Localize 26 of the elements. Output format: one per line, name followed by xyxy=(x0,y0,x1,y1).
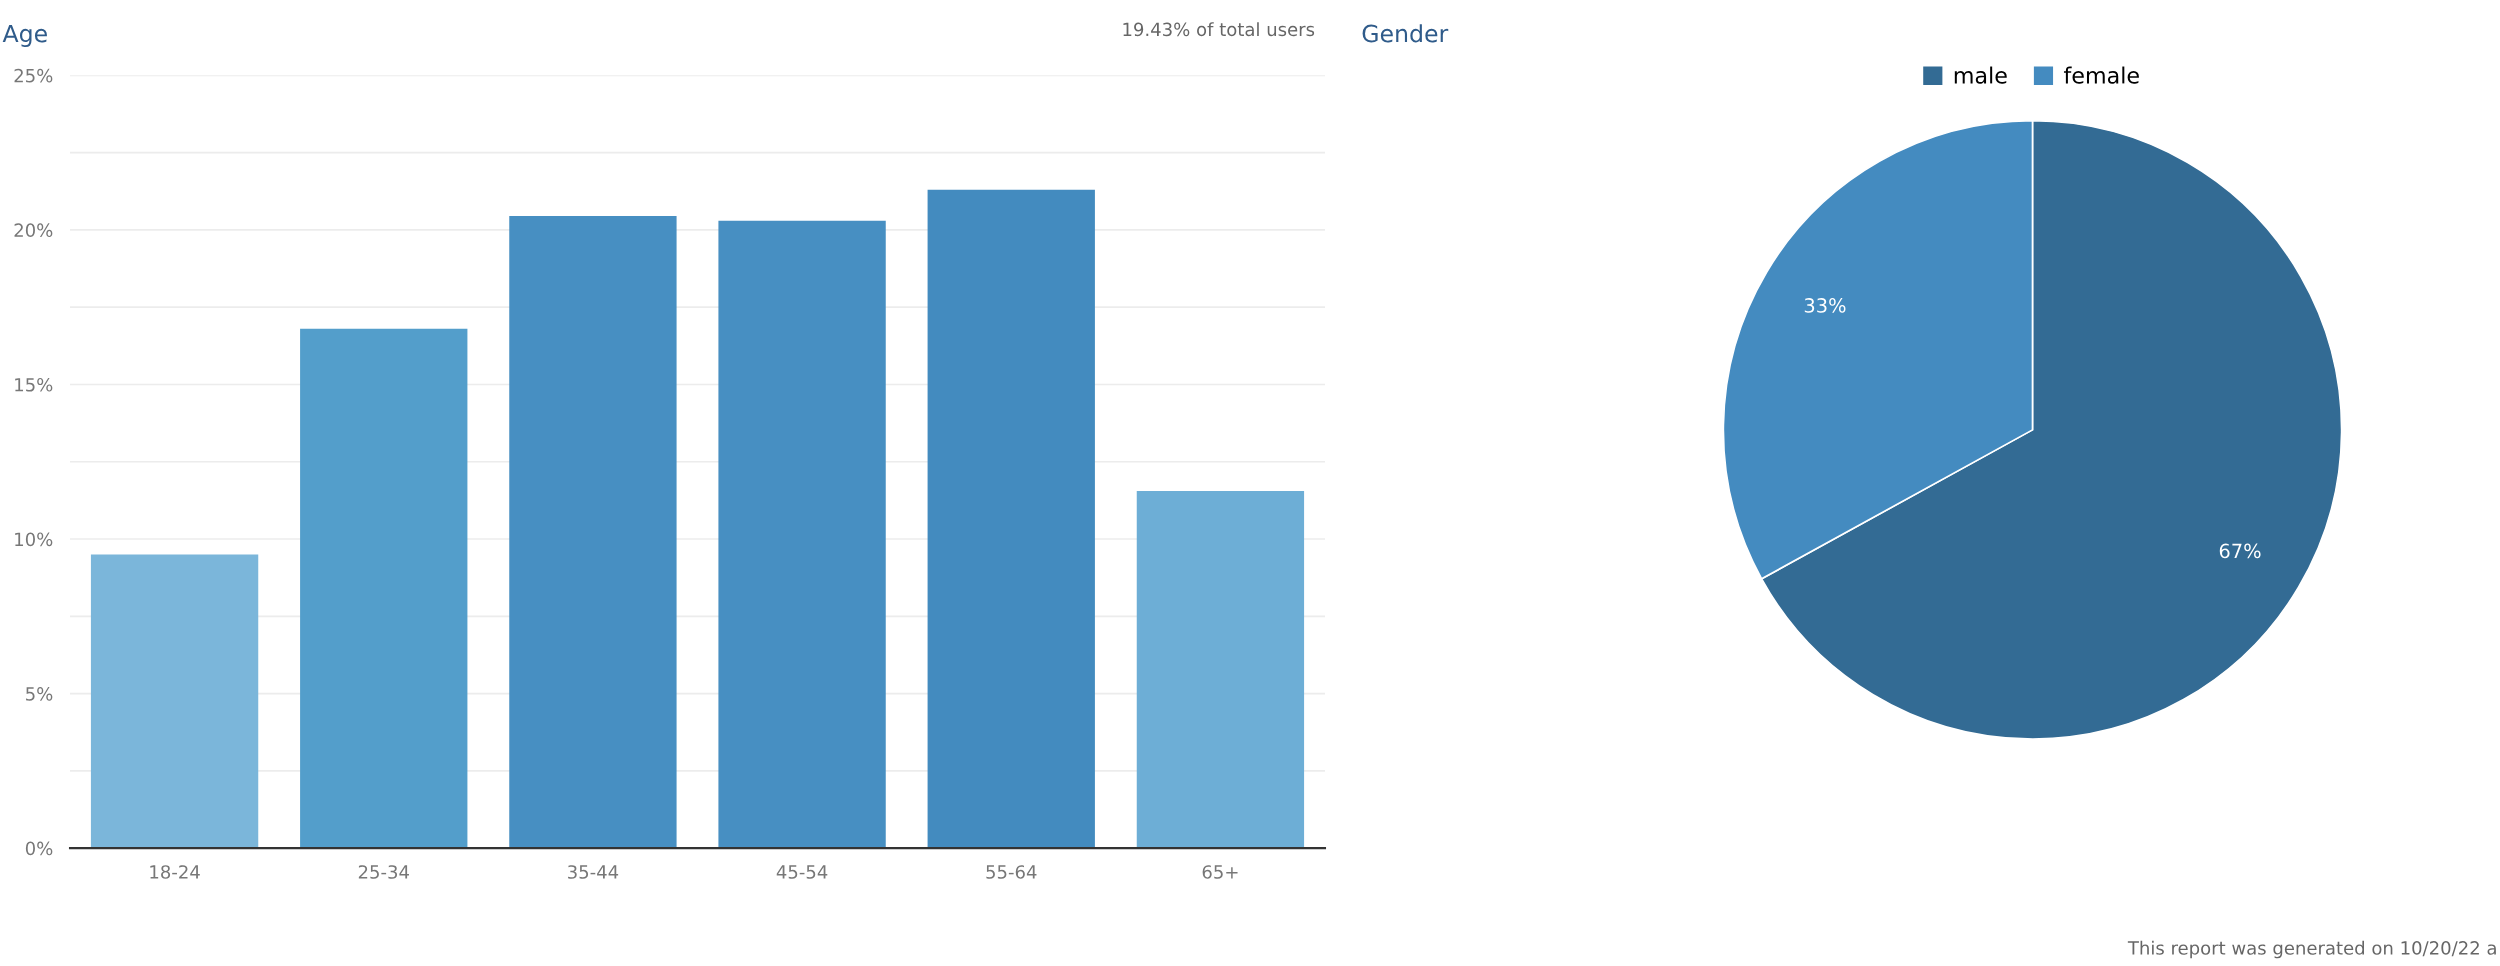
bar xyxy=(927,189,1095,849)
y-tick-label: 5% xyxy=(26,687,53,701)
bar xyxy=(90,554,259,849)
x-tick-label: 25-34 xyxy=(358,865,409,879)
y-tick-label: 10% xyxy=(15,532,53,547)
text: This report was generated on 10/20/22 a xyxy=(2127,940,2496,959)
text: Gender xyxy=(1362,24,1449,43)
legend-label: female xyxy=(2063,66,2139,84)
bar xyxy=(300,328,468,849)
y-tick-label: 25% xyxy=(14,68,53,83)
x-tick-label: 55-64 xyxy=(986,865,1037,879)
x-tick-label: 18-24 xyxy=(150,865,200,879)
bar xyxy=(1136,491,1305,849)
data-label: 33% xyxy=(1804,298,1846,313)
y-tick-label: 15% xyxy=(15,377,53,392)
data-label: 67% xyxy=(2219,543,2261,559)
x-tick-label: 45-54 xyxy=(776,865,828,879)
x-tick-label: 65+ xyxy=(1202,865,1238,879)
bar xyxy=(718,220,886,849)
chart-title: Age xyxy=(2,24,47,47)
y-tick-label: 0% xyxy=(25,841,53,856)
bar xyxy=(509,216,677,849)
legend-label: male xyxy=(1954,66,2007,84)
x-tick-label: 35-44 xyxy=(568,865,619,879)
text: 19.43% of total users xyxy=(1123,22,1315,37)
y-tick-label: 20% xyxy=(14,223,53,238)
